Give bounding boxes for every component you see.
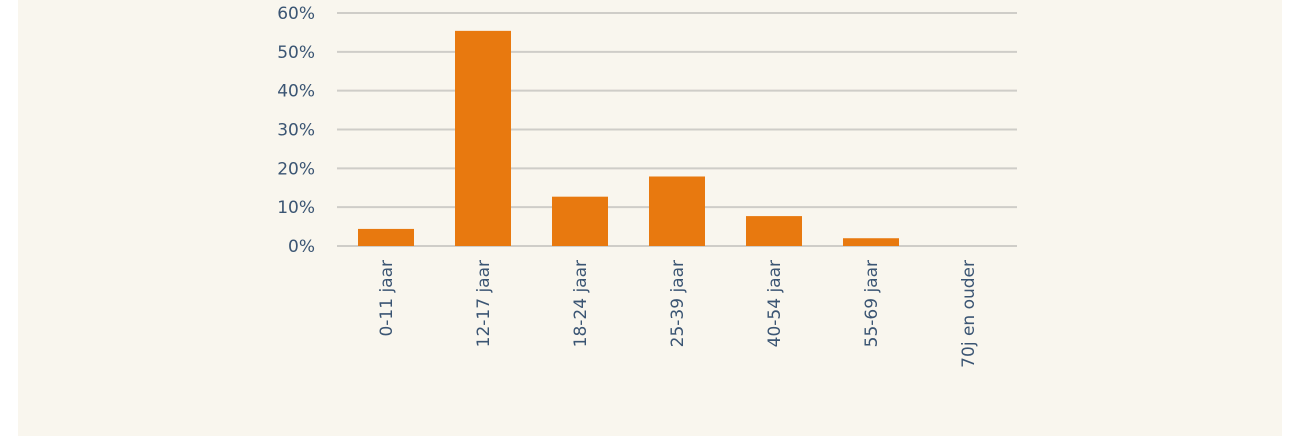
bar bbox=[455, 30, 511, 247]
y-tick-label: 30% bbox=[277, 121, 315, 141]
y-tick-label: 10% bbox=[277, 198, 315, 218]
x-tick-label: 70j en ouder bbox=[959, 260, 979, 368]
x-tick-label: 55-69 jaar bbox=[862, 260, 882, 347]
bar bbox=[552, 196, 608, 246]
x-tick-label: 25-39 jaar bbox=[668, 260, 688, 347]
y-tick-label: 40% bbox=[277, 82, 315, 102]
bar bbox=[746, 216, 802, 246]
bar bbox=[358, 228, 414, 246]
y-tick-label: 20% bbox=[277, 159, 315, 179]
y-tick-label: 50% bbox=[277, 43, 315, 63]
x-tick-label: 40-54 jaar bbox=[765, 260, 785, 347]
x-tick-label: 18-24 jaar bbox=[571, 260, 591, 347]
x-tick-label: 0-11 jaar bbox=[377, 260, 397, 337]
y-tick-label: 0% bbox=[288, 237, 315, 257]
x-tick-label: 12-17 jaar bbox=[474, 260, 494, 347]
bar bbox=[843, 238, 899, 246]
bar bbox=[649, 176, 705, 246]
y-tick-label: 60% bbox=[277, 4, 315, 24]
